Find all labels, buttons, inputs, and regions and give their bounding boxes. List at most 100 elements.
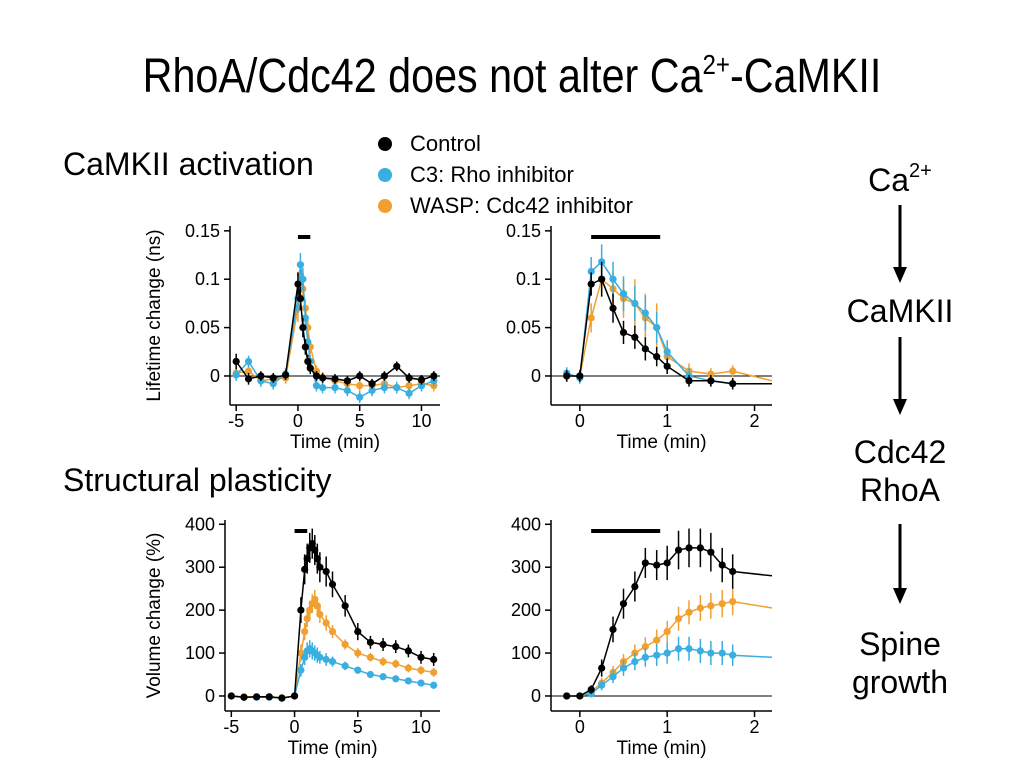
data-point — [356, 372, 364, 380]
data-point — [587, 314, 595, 322]
x-tick-label: 0 — [575, 411, 585, 431]
data-point — [265, 693, 273, 701]
series-wasp — [227, 589, 438, 702]
series-line — [235, 264, 435, 399]
data-point — [598, 275, 606, 283]
x-axis-label: Time (min) — [616, 432, 706, 453]
x-axis-label: Time (min) — [616, 738, 706, 759]
data-point — [322, 655, 330, 664]
data-point — [729, 651, 737, 659]
data-point — [331, 383, 339, 392]
data-point — [653, 636, 661, 644]
series-c3 — [563, 636, 773, 700]
data-point — [417, 679, 425, 687]
x-tick-label: -5 — [223, 717, 239, 737]
data-point — [319, 374, 327, 382]
pathway-spine: Spine — [859, 626, 941, 662]
data-point — [674, 645, 683, 653]
pathway-spine-growth: Spine growth — [830, 625, 970, 701]
data-point — [380, 383, 389, 392]
y-tick-label: 0 — [210, 366, 220, 386]
data-point — [707, 649, 715, 657]
data-point — [368, 386, 376, 395]
section-structural-plasticity: Structural plasticity — [63, 462, 332, 498]
x-tick-label: 10 — [411, 717, 431, 737]
data-point — [729, 567, 737, 576]
data-point — [297, 666, 305, 674]
x-tick-label: 1 — [662, 411, 672, 431]
data-point — [674, 615, 683, 623]
x-tick-label: 5 — [353, 717, 363, 737]
data-point — [563, 372, 571, 380]
data-point — [587, 280, 595, 288]
series-line — [566, 277, 773, 382]
data-point — [322, 567, 330, 576]
data-point — [341, 602, 349, 610]
pathway-arrow-2 — [893, 337, 907, 415]
data-point — [729, 597, 737, 606]
pathway-arrow-1 — [893, 205, 907, 283]
data-point — [430, 681, 438, 689]
x-tick-label: 2 — [750, 411, 760, 431]
data-point — [619, 600, 628, 608]
data-point — [653, 353, 661, 361]
data-point — [641, 309, 649, 317]
data-point — [368, 380, 376, 388]
data-point — [356, 382, 364, 390]
pathway-camkii: CaMKII — [846, 293, 954, 329]
data-point — [663, 362, 671, 370]
y-axis-label: Volume change (%) — [144, 533, 165, 699]
data-point — [297, 606, 305, 614]
data-point — [404, 647, 412, 655]
data-point — [641, 643, 649, 651]
data-point — [609, 625, 617, 634]
data-point — [598, 664, 606, 672]
chart-volume-short: 0 100 200 300 400 0 1 2 Time (min) — [511, 514, 773, 759]
data-point — [379, 640, 387, 649]
data-point — [631, 658, 639, 666]
data-point — [296, 261, 305, 269]
data-point — [328, 627, 337, 636]
data-point — [718, 600, 726, 608]
data-point — [316, 653, 324, 661]
data-point — [707, 602, 715, 610]
data-point — [729, 367, 737, 375]
data-point — [430, 655, 438, 664]
legend-label-c3: C3: Rho inhibitor — [410, 162, 574, 187]
data-point — [366, 670, 375, 679]
data-point — [341, 640, 349, 649]
data-point — [587, 685, 595, 694]
x-tick-label: 0 — [293, 411, 303, 431]
series-line — [566, 547, 773, 697]
data-point — [404, 677, 412, 685]
data-point — [392, 660, 400, 668]
data-point — [619, 328, 628, 337]
data-point — [281, 371, 290, 379]
data-point — [685, 645, 693, 653]
data-point — [674, 546, 683, 554]
legend-item-c3: C3: Rho inhibitor — [378, 159, 633, 190]
y-axis-label: Lifetime change (ns) — [144, 229, 165, 401]
data-point — [393, 383, 401, 392]
data-point — [663, 348, 671, 356]
pathway-gtpases: Cdc42 RhoA — [830, 433, 970, 509]
chart-lifetime-long: 0 0.05 0.1 0.15 -5 0 5 10 Time (min) Lifetime cha… — [144, 221, 440, 453]
data-point — [278, 694, 286, 702]
x-axis-label: Time (min) — [290, 432, 380, 453]
x-tick-label: 0 — [290, 717, 300, 737]
y-tick-label: 0.15 — [506, 221, 541, 241]
data-point — [405, 382, 413, 390]
data-point — [417, 653, 425, 661]
series-control — [563, 528, 773, 700]
data-point — [312, 372, 321, 380]
data-point — [718, 649, 726, 657]
data-point — [696, 544, 704, 552]
data-point — [380, 372, 389, 380]
x-tick-label: 0 — [575, 717, 585, 737]
data-point — [707, 370, 715, 378]
series-line — [231, 647, 434, 699]
data-point — [392, 643, 400, 651]
data-point — [729, 380, 737, 388]
series-line — [236, 274, 434, 389]
series-control — [227, 528, 438, 702]
